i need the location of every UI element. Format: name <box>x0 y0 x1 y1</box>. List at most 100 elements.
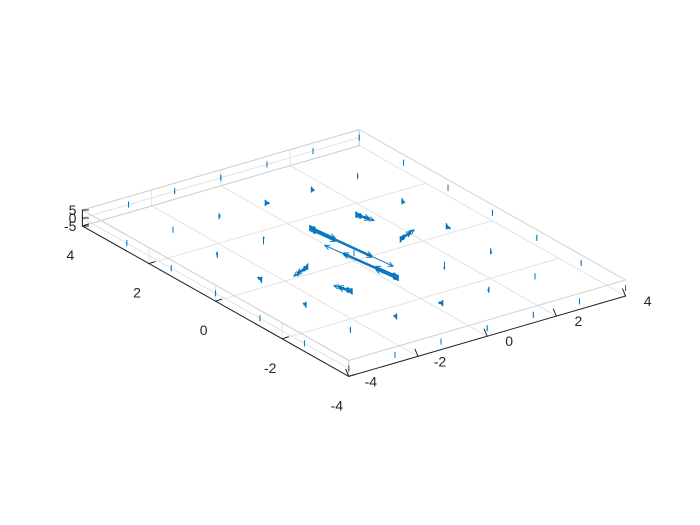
vector-shaft <box>355 214 370 221</box>
vector-field <box>81 134 627 372</box>
vector-marker <box>356 176 358 178</box>
vector-marker <box>440 341 442 343</box>
y-tick <box>552 308 558 317</box>
vector-shaft <box>310 188 315 191</box>
vector-head <box>375 265 382 271</box>
vector-marker <box>578 300 580 302</box>
vector-shaft <box>343 254 399 280</box>
vector-marker <box>305 305 307 307</box>
vector-shaft <box>338 285 353 292</box>
vector-shaft <box>309 227 394 267</box>
vector-marker <box>350 331 352 333</box>
vector-marker <box>403 163 405 165</box>
vector-marker <box>303 341 305 343</box>
vector-shaft <box>355 213 375 221</box>
vector-marker <box>126 244 128 246</box>
vector-marker <box>580 259 582 261</box>
vector-marker <box>310 186 312 188</box>
vector-marker <box>356 178 358 180</box>
vector-marker <box>625 286 627 288</box>
vector-marker <box>440 340 442 342</box>
vector-marker <box>351 293 353 295</box>
vector-marker <box>356 173 358 175</box>
vector-marker <box>580 264 582 266</box>
vector-marker <box>442 304 444 306</box>
vector-marker <box>266 165 268 167</box>
vector-marker <box>442 301 444 303</box>
vector-marker <box>578 300 580 302</box>
vector-marker <box>261 277 263 279</box>
vector-marker <box>353 250 355 252</box>
vector-marker <box>310 190 312 192</box>
vector-marker <box>348 365 350 367</box>
vector-marker <box>401 202 403 204</box>
vector-marker <box>401 199 403 201</box>
vector-marker <box>353 252 355 254</box>
vector-marker <box>394 355 396 357</box>
vector-marker <box>580 264 582 266</box>
vector-marker <box>625 287 627 289</box>
y-tick <box>345 368 350 378</box>
vector-marker <box>394 354 396 356</box>
vector-marker <box>312 149 314 151</box>
vector-marker <box>486 329 488 331</box>
vector-marker <box>220 178 222 180</box>
vector-marker <box>174 189 176 191</box>
vector-marker <box>580 261 582 263</box>
vector-marker <box>259 319 261 321</box>
vector-marker <box>356 173 358 175</box>
vector-marker <box>218 214 220 216</box>
vector-marker <box>447 188 449 190</box>
vector-marker <box>216 253 218 255</box>
y-tick <box>483 328 488 337</box>
vector-marker <box>358 139 360 141</box>
vector-marker <box>396 316 398 318</box>
vector-marker <box>259 316 261 318</box>
vector-marker <box>358 137 360 139</box>
vector-marker <box>172 229 174 231</box>
vector-marker <box>262 241 264 243</box>
vector-marker <box>536 238 538 240</box>
vector-marker <box>578 299 580 301</box>
vector-marker <box>264 204 266 206</box>
vector-shaft <box>375 269 399 281</box>
vector-shaft <box>401 200 406 203</box>
vector-marker <box>128 205 130 207</box>
vector-marker <box>220 174 222 176</box>
vector-marker <box>534 278 536 280</box>
vector-marker <box>261 278 263 280</box>
vector-marker <box>218 215 220 217</box>
vector-marker <box>440 343 442 345</box>
vector-shaft <box>399 230 412 240</box>
vector-marker <box>401 198 403 200</box>
vector-marker <box>488 291 490 293</box>
box-edge <box>348 279 627 362</box>
vector-marker <box>220 176 222 178</box>
vector-marker <box>625 289 627 291</box>
vector-marker <box>440 341 442 343</box>
vector-marker <box>126 242 128 244</box>
vector-marker <box>216 256 218 258</box>
vector-marker <box>266 162 268 164</box>
z-tick-label: 5 <box>69 202 77 218</box>
vector-marker <box>396 318 398 320</box>
vector-marker <box>261 281 263 283</box>
y-tick-label: 0 <box>505 333 513 349</box>
vector-marker <box>172 230 174 232</box>
vector-shaft <box>399 229 415 241</box>
x-tick <box>148 260 156 265</box>
vector-marker <box>128 203 130 205</box>
vector-marker <box>353 253 355 255</box>
vector-marker <box>259 320 261 322</box>
vector-marker <box>307 263 309 265</box>
vector-marker <box>126 241 128 243</box>
vector-marker <box>442 303 444 305</box>
vector-marker <box>399 241 401 243</box>
vector-head <box>346 287 349 290</box>
vector-marker <box>578 303 580 305</box>
x-tick <box>348 373 356 378</box>
vector-marker <box>486 328 488 330</box>
vector-marker <box>312 152 314 154</box>
vector-marker <box>312 153 314 155</box>
vector-marker <box>220 177 222 179</box>
